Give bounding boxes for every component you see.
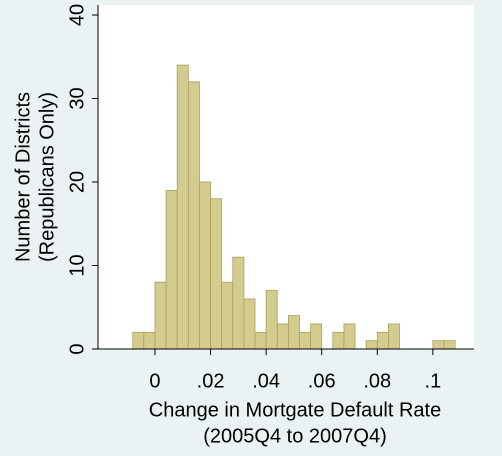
y-tick-label: 30: [66, 87, 88, 109]
bar: [187, 81, 200, 350]
x-axis-title: (2005Q4 to 2007Q4): [203, 425, 386, 447]
bar: [221, 281, 234, 350]
bar: [365, 340, 378, 350]
y-tick-label: 0: [66, 343, 88, 354]
bar: [432, 340, 445, 350]
y-axis-title: Number of Districts: [12, 92, 34, 262]
bar: [165, 189, 178, 350]
bar: [199, 181, 211, 350]
bar: [310, 323, 323, 350]
bar: [443, 340, 456, 350]
plot-area: [98, 5, 474, 349]
bar: [287, 315, 300, 350]
x-tick-label: .04: [252, 370, 280, 392]
bar: [232, 256, 245, 350]
x-tick-label: 0: [149, 370, 160, 392]
bar: [343, 323, 356, 350]
bar: [210, 198, 223, 350]
bar: [143, 331, 156, 350]
bar: [299, 331, 311, 350]
x-tick-label: .06: [308, 370, 336, 392]
y-axis-title: (Republicans Only): [36, 92, 58, 262]
bar: [376, 331, 389, 350]
y-tick-label: 40: [66, 4, 88, 26]
y-tick-label: 20: [66, 171, 88, 193]
bar: [388, 323, 400, 350]
y-tick-label: 10: [66, 254, 88, 276]
x-tick-label: .08: [363, 370, 391, 392]
bar: [254, 331, 267, 350]
bar: [132, 331, 145, 350]
bar: [243, 298, 256, 350]
bar: [276, 323, 289, 350]
bar: [176, 64, 189, 350]
bar: [265, 290, 278, 350]
x-axis-title: Change in Mortgate Default Rate: [149, 399, 441, 421]
x-tick-label: .1: [425, 370, 442, 392]
x-tick-label: .02: [197, 370, 225, 392]
bar: [154, 281, 167, 350]
bar: [332, 331, 345, 350]
